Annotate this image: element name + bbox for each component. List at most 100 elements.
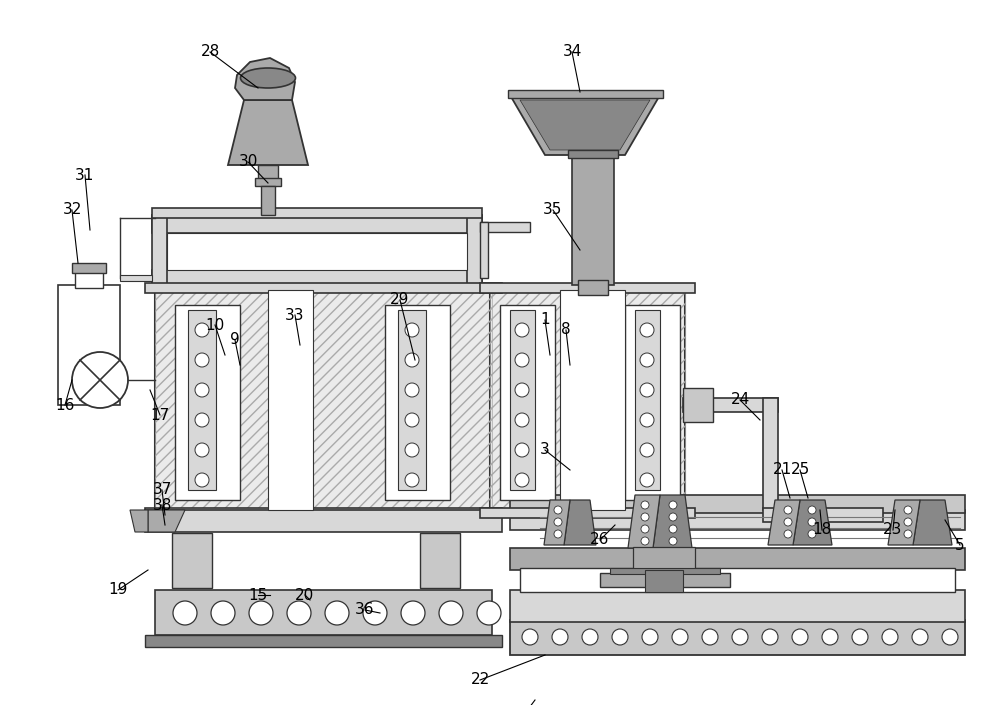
- Circle shape: [669, 537, 677, 545]
- Bar: [155, 290, 492, 510]
- Circle shape: [904, 518, 912, 526]
- Circle shape: [762, 629, 778, 645]
- Bar: [625, 305, 680, 500]
- Text: 21: 21: [772, 462, 792, 477]
- Circle shape: [672, 629, 688, 645]
- Circle shape: [641, 537, 649, 545]
- Circle shape: [401, 601, 425, 625]
- Circle shape: [515, 413, 529, 427]
- Circle shape: [642, 629, 658, 645]
- Polygon shape: [544, 500, 570, 545]
- Circle shape: [405, 473, 419, 487]
- Circle shape: [515, 473, 529, 487]
- Text: 25: 25: [790, 462, 810, 477]
- Polygon shape: [130, 510, 148, 532]
- Bar: [420, 533, 460, 588]
- Circle shape: [792, 629, 808, 645]
- Text: 30: 30: [238, 154, 258, 169]
- Circle shape: [582, 629, 598, 645]
- Circle shape: [904, 530, 912, 538]
- Text: 35: 35: [543, 202, 563, 218]
- Bar: [145, 635, 502, 647]
- Bar: [120, 275, 152, 281]
- Bar: [155, 290, 492, 510]
- Bar: [510, 495, 965, 513]
- Circle shape: [732, 629, 748, 645]
- Bar: [258, 165, 278, 180]
- Circle shape: [882, 629, 898, 645]
- Circle shape: [784, 530, 792, 538]
- Bar: [167, 233, 467, 270]
- Polygon shape: [235, 58, 295, 100]
- Bar: [145, 508, 502, 518]
- Bar: [188, 310, 216, 490]
- Bar: [645, 570, 683, 592]
- Bar: [568, 150, 618, 158]
- Circle shape: [640, 383, 654, 397]
- Circle shape: [808, 518, 816, 526]
- Bar: [510, 510, 965, 530]
- Circle shape: [640, 443, 654, 457]
- Circle shape: [515, 383, 529, 397]
- Bar: [175, 305, 240, 500]
- Bar: [683, 398, 778, 412]
- Ellipse shape: [240, 68, 296, 88]
- Circle shape: [195, 443, 209, 457]
- Circle shape: [195, 473, 209, 487]
- Bar: [145, 510, 502, 532]
- Circle shape: [554, 518, 562, 526]
- Bar: [155, 590, 492, 635]
- Polygon shape: [510, 95, 660, 155]
- Text: 32: 32: [62, 202, 82, 218]
- Bar: [500, 305, 555, 500]
- Text: 26: 26: [590, 532, 610, 548]
- Bar: [510, 620, 965, 655]
- Circle shape: [640, 353, 654, 367]
- Polygon shape: [628, 495, 660, 548]
- Polygon shape: [793, 500, 832, 545]
- Circle shape: [405, 323, 419, 337]
- Text: 31: 31: [75, 168, 95, 183]
- Circle shape: [287, 601, 311, 625]
- Circle shape: [612, 629, 628, 645]
- Bar: [385, 305, 450, 500]
- Text: 36: 36: [355, 603, 375, 618]
- Circle shape: [195, 383, 209, 397]
- Text: 20: 20: [295, 587, 315, 603]
- Text: 10: 10: [205, 317, 225, 333]
- Text: 18: 18: [812, 522, 832, 537]
- Circle shape: [405, 353, 419, 367]
- Text: 28: 28: [200, 44, 220, 59]
- Bar: [75, 270, 103, 288]
- Text: 15: 15: [248, 587, 268, 603]
- Circle shape: [784, 518, 792, 526]
- Text: 29: 29: [390, 293, 410, 307]
- Circle shape: [325, 601, 349, 625]
- Circle shape: [195, 323, 209, 337]
- Bar: [72, 263, 106, 273]
- Circle shape: [363, 601, 387, 625]
- Bar: [255, 178, 281, 186]
- Text: 19: 19: [108, 582, 128, 598]
- Text: 8: 8: [561, 322, 571, 338]
- Bar: [600, 573, 730, 587]
- Circle shape: [211, 601, 235, 625]
- Text: 38: 38: [152, 498, 172, 513]
- Circle shape: [912, 629, 928, 645]
- Circle shape: [942, 629, 958, 645]
- Bar: [152, 215, 167, 288]
- Polygon shape: [653, 495, 692, 548]
- Bar: [763, 508, 883, 522]
- Text: 34: 34: [562, 44, 582, 59]
- Circle shape: [852, 629, 868, 645]
- Bar: [261, 186, 275, 215]
- Bar: [490, 290, 685, 510]
- Bar: [683, 388, 713, 422]
- Circle shape: [515, 443, 529, 457]
- Bar: [152, 208, 482, 218]
- Bar: [467, 215, 482, 288]
- Bar: [145, 283, 502, 293]
- Polygon shape: [228, 100, 308, 165]
- Text: 9: 9: [230, 333, 240, 348]
- Bar: [152, 215, 482, 233]
